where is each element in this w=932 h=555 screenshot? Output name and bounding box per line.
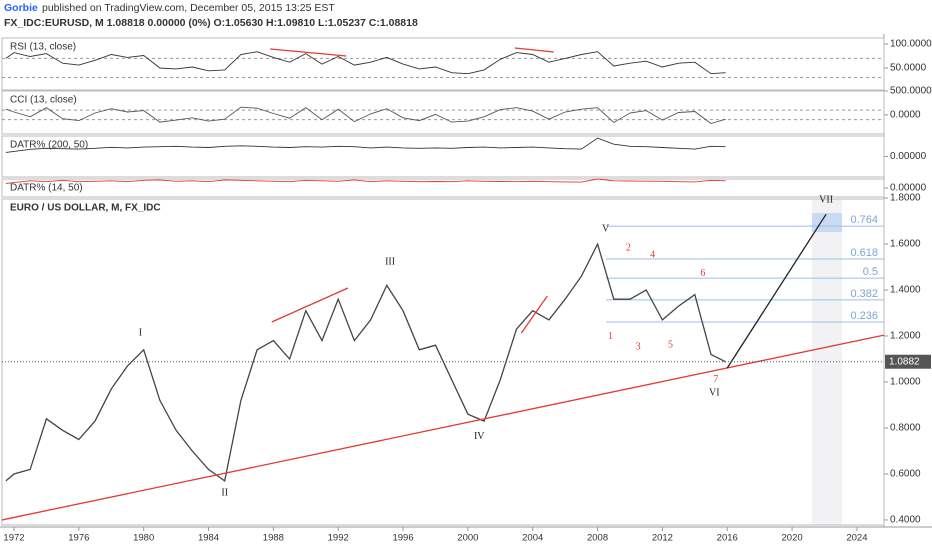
trend-line (1, 334, 885, 521)
wave-label: VII (819, 194, 833, 205)
x-tick-label: 2016 (717, 533, 738, 544)
symbol-line: FX_IDC:EURUSD, M 1.08818 0.00000 (0%) O:… (4, 17, 418, 29)
x-tick-label: 2000 (457, 533, 478, 544)
pane-title: RSI (13, close) (10, 42, 76, 53)
pane-frame (1, 90, 885, 135)
wave-label: VI (709, 387, 720, 398)
y-tick-label: 0.00000 (890, 183, 927, 194)
y-tick-label: 0.8000 (890, 423, 921, 434)
y-tick-label: 0.00000 (890, 151, 927, 162)
x-tick-label: 1980 (133, 533, 154, 544)
y-tick-label: 100.0000 (890, 39, 932, 50)
y-tick-label: 500.0000 (890, 86, 932, 97)
pane-title: DATR% (200, 50) (10, 140, 88, 151)
trend-line (271, 287, 349, 323)
x-tick-label: 2004 (522, 533, 543, 544)
y-tick-label: 1.4000 (890, 285, 921, 296)
x-tick-label: 1988 (263, 533, 284, 544)
x-tick-label: 2020 (782, 533, 803, 544)
pane-title: DATR% (14, 50) (10, 183, 83, 194)
series-line (5, 106, 726, 124)
trend-line (514, 47, 554, 53)
wave-label: V (602, 223, 610, 234)
wave-label: 4 (650, 249, 655, 260)
y-tick-label: 0.4000 (890, 515, 921, 526)
fib-label: 0.382 (850, 288, 878, 300)
pane-frame (1, 135, 885, 178)
trend-line (270, 48, 347, 57)
target-box (812, 213, 842, 232)
x-tick-label: 1984 (198, 533, 219, 544)
wave-label: 2 (626, 242, 631, 253)
x-tick-label: 2024 (846, 533, 867, 544)
published: published on TradingView.com, December 0… (42, 2, 335, 14)
wave-label: 7 (713, 374, 718, 385)
fib-label: 0.618 (850, 247, 878, 259)
y-tick-label: 1.0000 (890, 377, 921, 388)
wave-label: 3 (636, 341, 641, 352)
x-tick-label: 1996 (392, 533, 413, 544)
author[interactable]: Gorbie (4, 2, 38, 14)
x-tick-label: 2012 (652, 533, 673, 544)
y-tick-label: 1.6000 (890, 239, 921, 250)
y-tick-label: 50.0000 (890, 63, 927, 74)
wave-label: I (139, 327, 142, 338)
y-tick-label: 1.2000 (890, 331, 921, 342)
x-tick-label: 2008 (587, 533, 608, 544)
y-tick-label: 1.8000 (890, 193, 921, 204)
wave-label: 5 (668, 339, 673, 350)
fib-label: 0.236 (850, 310, 878, 322)
wave-label: II (221, 487, 228, 498)
last-price-box (885, 354, 931, 369)
wave-label: IV (474, 431, 485, 442)
x-tick-label: 1976 (68, 533, 89, 544)
x-tick-label: 1992 (328, 533, 349, 544)
series-line (5, 51, 726, 75)
series-line (5, 242, 726, 483)
series-line (5, 137, 726, 153)
pane-title: EURO / US DOLLAR, M, FX_IDC (10, 203, 161, 214)
pane-frame (1, 37, 885, 91)
last-price-label: 1.0882 (889, 356, 920, 367)
wave-label: 1 (608, 331, 613, 342)
series-line (5, 178, 726, 184)
pane-title: CCI (13, close) (10, 95, 77, 106)
trend-line (520, 295, 548, 334)
x-tick-label: 1972 (3, 533, 24, 544)
wave-label: 6 (700, 268, 705, 279)
fib-label: 0.5 (863, 266, 878, 278)
y-tick-label: 0.0000 (890, 110, 921, 121)
y-tick-label: 0.6000 (890, 469, 921, 480)
trend-line (726, 213, 827, 369)
wave-label: III (385, 256, 395, 267)
fib-label: 0.764 (850, 214, 878, 226)
